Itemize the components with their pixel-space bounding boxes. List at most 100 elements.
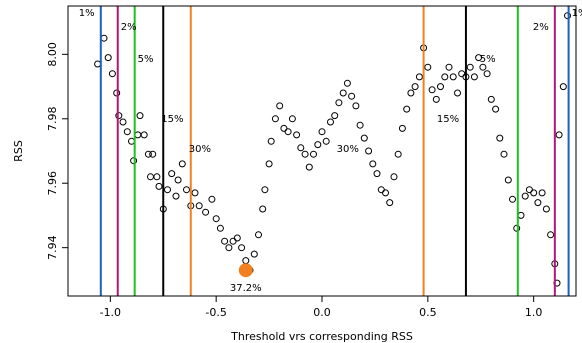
data-point: [509, 195, 516, 203]
data-point: [390, 173, 398, 181]
data-point: [403, 105, 411, 113]
data-point: [113, 89, 121, 97]
data-point: [339, 89, 347, 97]
data-point: [352, 102, 360, 110]
data-point: [547, 231, 555, 239]
data-point: [115, 112, 123, 120]
data-point: [373, 170, 381, 178]
data-point: [191, 189, 199, 197]
data-point: [172, 192, 180, 200]
data-point: [208, 195, 216, 203]
data-point: [229, 237, 237, 245]
data-point: [564, 12, 571, 20]
data-point: [424, 63, 432, 71]
data-point: [178, 160, 186, 168]
threshold-label: 15%: [161, 114, 183, 125]
data-point: [147, 173, 154, 181]
data-point: [310, 150, 317, 158]
vertical-lines-layer: [99, 6, 570, 296]
data-point: [104, 54, 112, 62]
data-point: [496, 134, 504, 142]
data-point: [458, 70, 466, 78]
data-point: [100, 34, 108, 42]
data-point: [407, 89, 415, 97]
data-point: [119, 118, 127, 126]
data-point: [356, 121, 364, 129]
vertical-line-labels-layer: 1% 2% 5% 15% 30% 30% 15% 5% 2% 1%: [79, 8, 582, 155]
data-point: [225, 244, 233, 252]
data-point: [128, 137, 135, 145]
data-point: [513, 224, 521, 232]
data-point: [314, 141, 322, 149]
data-point: [284, 128, 292, 136]
y-axis-label: RSS: [12, 140, 25, 162]
data-point: [428, 86, 436, 94]
y-tick-label: 7.94: [46, 235, 59, 260]
x-tick-label: 0.5: [419, 306, 437, 319]
x-tick-label: -1.0: [100, 306, 121, 319]
x-tick-label: -0.5: [205, 306, 226, 319]
data-point: [259, 205, 267, 213]
threshold-label: 5%: [138, 54, 154, 65]
data-point: [441, 73, 449, 81]
threshold-label: 1%: [572, 8, 582, 19]
minimum-marker: [238, 263, 253, 278]
data-point: [432, 95, 440, 103]
data-point: [335, 99, 343, 107]
data-point: [517, 211, 525, 219]
data-point: [466, 63, 474, 71]
data-point: [530, 189, 538, 197]
data-point: [195, 202, 203, 210]
data-point: [136, 112, 144, 120]
data-point: [271, 115, 279, 123]
data-point: [238, 244, 246, 252]
y-tick-label: 7.96: [46, 171, 59, 196]
x-axis: -1.0 -0.5 0.0 0.5 1.0: [100, 296, 542, 319]
minimum-label: 37.2%: [230, 283, 262, 294]
data-point: [437, 83, 444, 91]
data-point: [242, 257, 250, 265]
threshold-label: 2%: [121, 22, 137, 33]
data-point: [542, 205, 550, 213]
x-tick-label: 0.0: [313, 306, 331, 319]
data-point: [202, 208, 210, 216]
y-tick-label: 7.98: [46, 107, 59, 131]
data-point: [297, 144, 305, 152]
data-point: [164, 186, 171, 194]
data-point: [293, 131, 301, 139]
data-point: [555, 131, 563, 139]
data-point: [108, 70, 116, 78]
data-point: [483, 70, 491, 78]
data-point: [318, 128, 326, 136]
data-point: [183, 186, 190, 194]
data-point: [144, 150, 152, 158]
data-point: [377, 186, 385, 194]
data-point: [265, 160, 273, 168]
data-point: [153, 173, 161, 181]
data-point: [280, 124, 288, 132]
data-point: [492, 105, 500, 113]
data-point: [130, 157, 138, 165]
data-point: [454, 89, 461, 97]
y-tick-label: 8.00: [46, 42, 59, 66]
y-axis: 7.94 7.96 7.98 8.00: [46, 42, 68, 260]
data-point: [475, 54, 483, 62]
data-point: [134, 131, 142, 139]
data-point: [360, 134, 368, 142]
data-point: [276, 102, 284, 110]
points-layer: [94, 12, 571, 287]
data-point: [94, 60, 102, 68]
data-point: [221, 237, 229, 245]
data-point: [386, 199, 394, 207]
data-point: [149, 150, 157, 158]
threshold-label: 30%: [337, 144, 359, 155]
data-point: [521, 192, 529, 200]
data-point: [255, 231, 262, 239]
data-point: [216, 224, 224, 232]
data-point: [445, 63, 453, 71]
data-point: [525, 186, 533, 194]
data-point: [534, 199, 542, 207]
data-point: [365, 147, 373, 155]
data-point: [123, 128, 131, 136]
data-point: [261, 186, 269, 194]
